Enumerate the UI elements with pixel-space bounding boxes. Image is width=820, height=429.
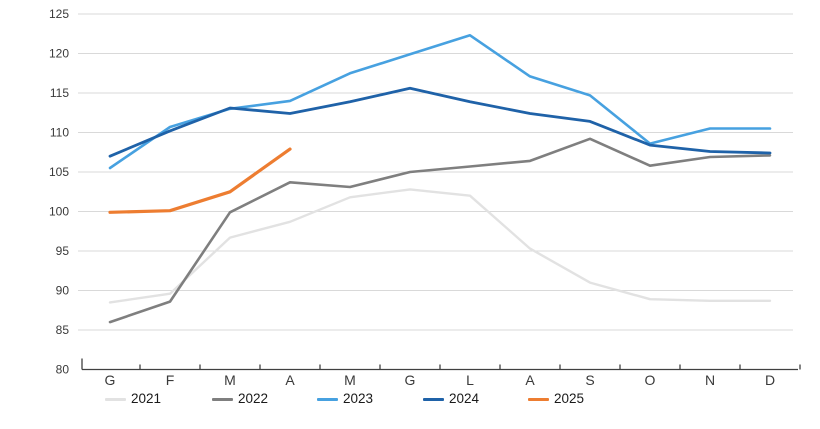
y-tick-label: 95	[56, 244, 70, 258]
y-tick-label: 115	[50, 86, 69, 100]
y-tick-label: 120	[49, 47, 69, 61]
y-tick-label: 110	[50, 126, 69, 140]
legend-swatch-2021	[105, 397, 126, 401]
legend-item-2025: 2025	[528, 390, 584, 408]
y-tick-label: 85	[56, 323, 70, 337]
legend-swatch-2022	[212, 397, 233, 401]
y-axis-labels: 80 85 90 95 100 105 110 115 120 125	[49, 7, 69, 377]
legend-item-2022: 2022	[212, 390, 268, 408]
legend-label-2025: 2025	[554, 391, 585, 406]
y-tick-label: 100	[49, 205, 69, 219]
x-tick-label: S	[585, 372, 594, 388]
x-tick-label: A	[285, 372, 295, 388]
series-2021-line	[108, 188, 772, 304]
series-2022-line	[108, 137, 772, 324]
legend-label-2023: 2023	[343, 391, 374, 406]
x-axis	[81, 358, 801, 371]
legend-item-2021: 2021	[105, 390, 161, 408]
x-tick-label: D	[765, 372, 775, 388]
x-tick-label: M	[344, 372, 356, 388]
y-tick-label: 90	[56, 284, 70, 298]
legend-item-2024: 2024	[423, 390, 479, 408]
x-tick-label: M	[224, 372, 236, 388]
legend-label-2021: 2021	[131, 391, 162, 406]
y-tick-label: 80	[56, 363, 70, 377]
x-tick-label: A	[525, 372, 535, 388]
x-tick-label: F	[166, 372, 175, 388]
series-2025-line	[108, 147, 292, 214]
legend-label-2022: 2022	[238, 391, 269, 406]
x-tick-label: L	[466, 372, 474, 388]
legend-swatch-2024	[423, 397, 444, 401]
x-tick-label: N	[705, 372, 715, 388]
legend-item-2023: 2023	[317, 390, 373, 408]
series-2024-line	[108, 86, 772, 158]
y-tick-label: 105	[49, 165, 69, 179]
legend-swatch-2023	[317, 397, 338, 401]
legend-swatch-2025	[528, 397, 549, 401]
x-tick-label: O	[645, 372, 656, 388]
legend: 2021 2022 2023 2024 2025	[0, 390, 820, 410]
gridlines	[78, 13, 793, 331]
x-tick-label: G	[105, 372, 116, 388]
x-tick-label: G	[405, 372, 416, 388]
legend-label-2024: 2024	[449, 391, 480, 406]
y-tick-label: 125	[49, 7, 69, 21]
